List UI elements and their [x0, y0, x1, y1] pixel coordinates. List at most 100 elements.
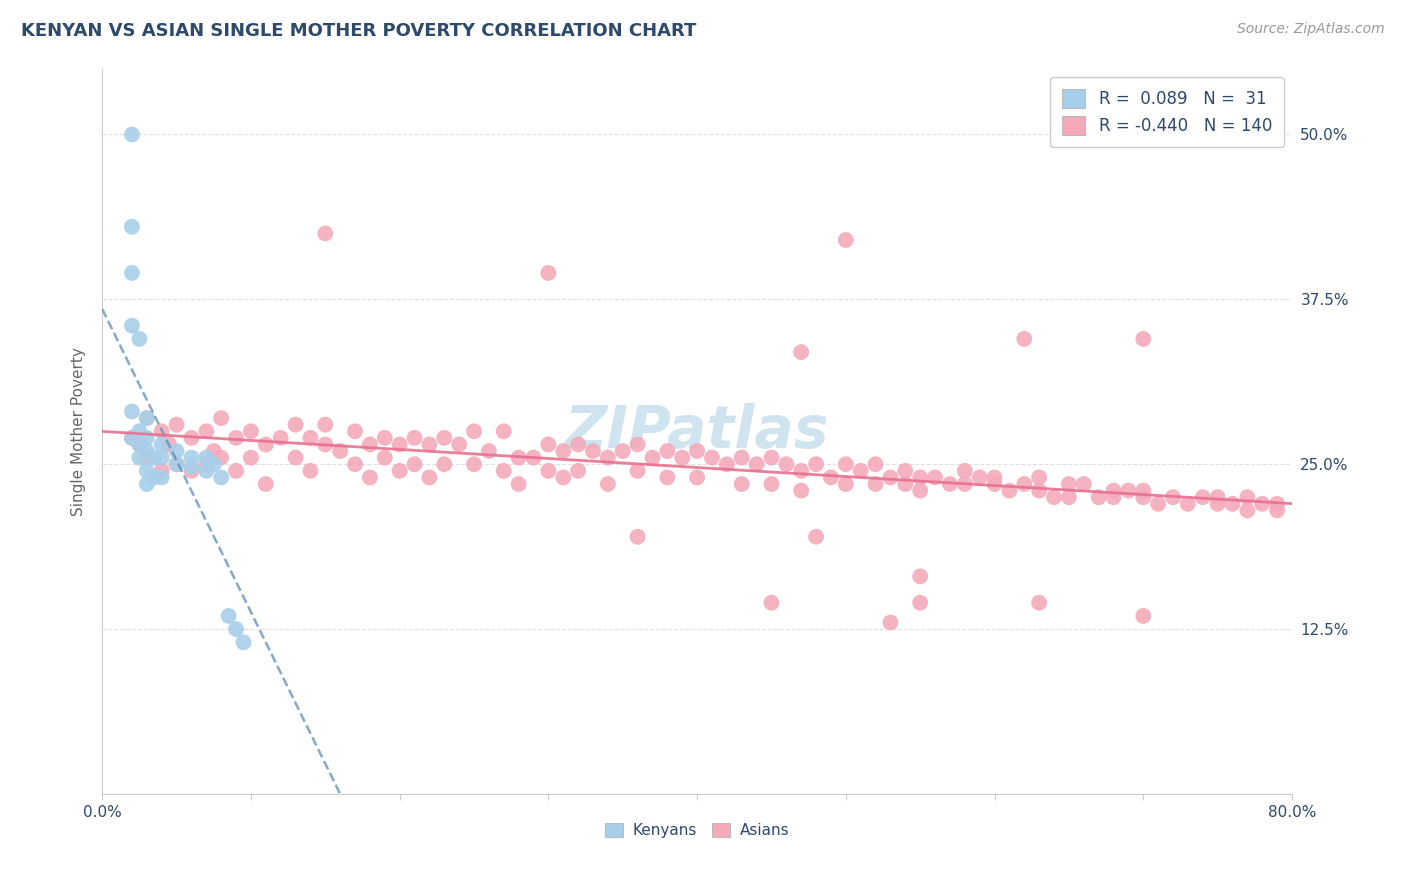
Point — [835, 457, 858, 471]
Point — [1265, 503, 1288, 517]
Point — [1161, 490, 1184, 504]
Point — [314, 437, 336, 451]
Point — [626, 437, 648, 451]
Point — [135, 450, 157, 465]
Point — [150, 437, 173, 451]
Point — [1028, 483, 1050, 498]
Point — [1057, 490, 1080, 504]
Point — [1132, 483, 1154, 498]
Point — [1191, 490, 1213, 504]
Point — [128, 332, 150, 346]
Point — [686, 444, 709, 458]
Point — [374, 450, 396, 465]
Point — [835, 477, 858, 491]
Point — [299, 464, 322, 478]
Point — [478, 444, 501, 458]
Point — [612, 444, 634, 458]
Point — [195, 450, 218, 465]
Point — [761, 596, 783, 610]
Legend: Kenyans, Asians: Kenyans, Asians — [599, 817, 796, 845]
Point — [284, 417, 307, 432]
Point — [1102, 490, 1125, 504]
Point — [1177, 497, 1199, 511]
Point — [1087, 490, 1109, 504]
Point — [1132, 609, 1154, 624]
Point — [596, 477, 619, 491]
Point — [790, 345, 813, 359]
Point — [239, 424, 262, 438]
Point — [195, 464, 218, 478]
Point — [790, 464, 813, 478]
Point — [657, 470, 679, 484]
Point — [1132, 490, 1154, 504]
Point — [804, 457, 827, 471]
Point — [166, 457, 188, 471]
Point — [908, 470, 931, 484]
Point — [924, 470, 946, 484]
Point — [1206, 490, 1229, 504]
Point — [254, 437, 277, 451]
Point — [1043, 490, 1066, 504]
Point — [700, 450, 723, 465]
Point — [418, 437, 440, 451]
Point — [135, 477, 157, 491]
Point — [150, 424, 173, 438]
Point — [180, 459, 202, 474]
Point — [761, 450, 783, 465]
Point — [553, 444, 575, 458]
Point — [449, 437, 471, 451]
Point — [553, 470, 575, 484]
Point — [804, 530, 827, 544]
Point — [344, 457, 367, 471]
Point — [775, 457, 797, 471]
Point — [121, 266, 143, 280]
Point — [522, 450, 544, 465]
Point — [657, 444, 679, 458]
Point — [433, 457, 456, 471]
Point — [1102, 483, 1125, 498]
Point — [1222, 497, 1244, 511]
Point — [209, 411, 232, 425]
Point — [908, 483, 931, 498]
Point — [135, 464, 157, 478]
Point — [344, 424, 367, 438]
Point — [1236, 490, 1258, 504]
Point — [157, 437, 180, 451]
Point — [166, 457, 188, 471]
Point — [180, 431, 202, 445]
Point — [1057, 477, 1080, 491]
Point — [166, 417, 188, 432]
Point — [879, 470, 901, 484]
Point — [626, 530, 648, 544]
Point — [492, 424, 515, 438]
Point — [1147, 497, 1170, 511]
Point — [121, 431, 143, 445]
Point — [388, 464, 411, 478]
Point — [299, 431, 322, 445]
Point — [329, 444, 352, 458]
Point — [121, 219, 143, 234]
Point — [225, 622, 247, 636]
Point — [150, 470, 173, 484]
Point — [835, 233, 858, 247]
Point — [180, 464, 202, 478]
Point — [143, 470, 166, 484]
Point — [731, 477, 754, 491]
Point — [641, 450, 664, 465]
Point — [849, 464, 872, 478]
Point — [418, 470, 440, 484]
Point — [314, 417, 336, 432]
Point — [135, 411, 157, 425]
Point — [121, 318, 143, 333]
Point — [1265, 497, 1288, 511]
Point — [463, 457, 485, 471]
Point — [218, 609, 240, 624]
Point — [225, 431, 247, 445]
Point — [239, 450, 262, 465]
Point — [202, 457, 225, 471]
Point — [939, 477, 962, 491]
Point — [121, 404, 143, 418]
Point — [314, 227, 336, 241]
Point — [567, 464, 589, 478]
Point — [508, 477, 530, 491]
